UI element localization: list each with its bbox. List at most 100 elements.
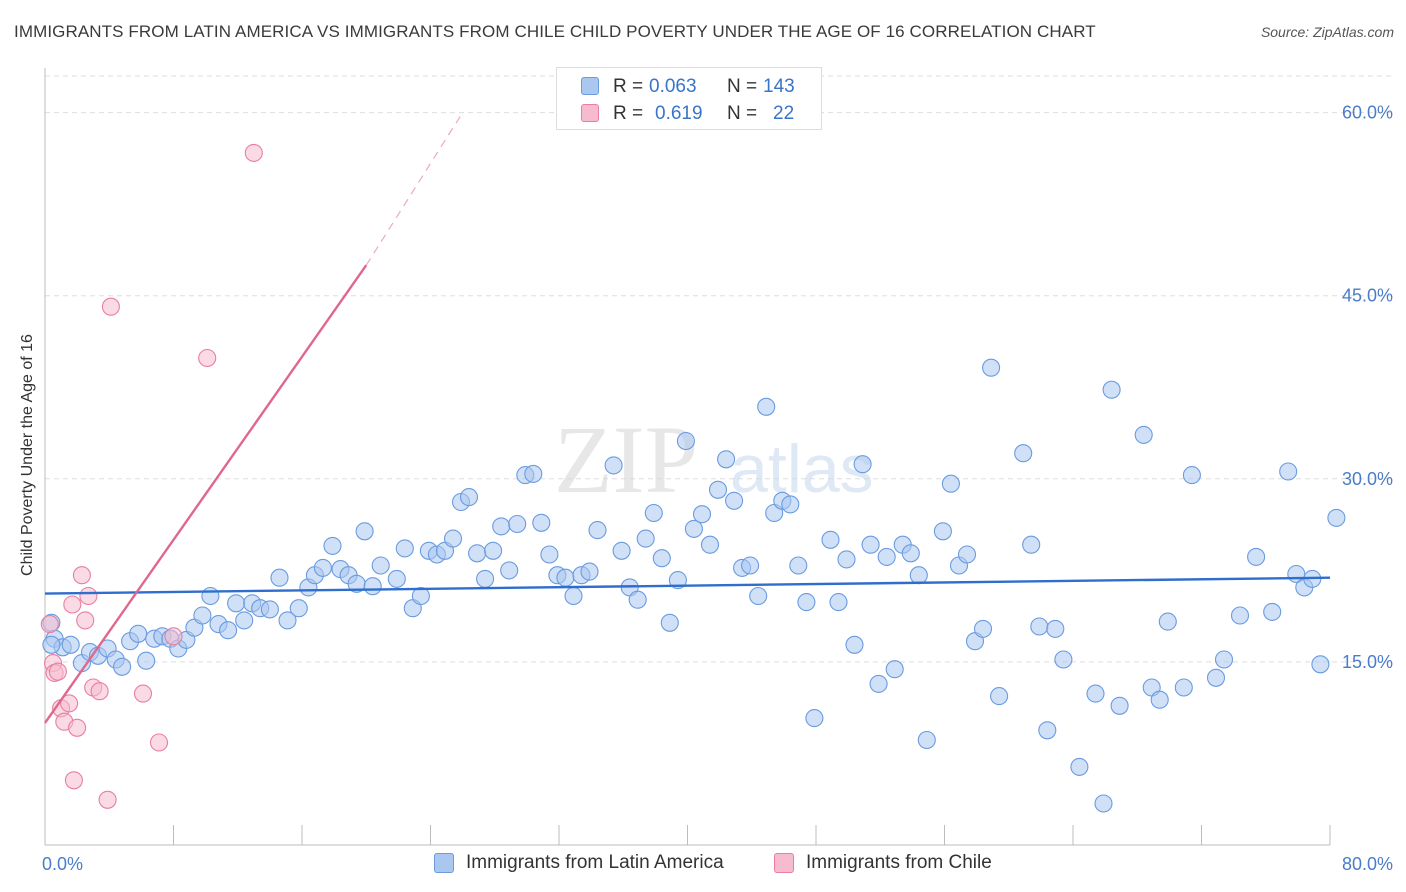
- point-latin-america: [532, 513, 551, 532]
- point-latin-america: [805, 709, 824, 728]
- point-latin-america: [1311, 655, 1330, 674]
- point-chile: [198, 348, 217, 368]
- point-chile: [48, 662, 67, 681]
- point-latin-america: [564, 586, 583, 606]
- point-latin-america: [821, 530, 840, 549]
- ticks: 15.0% 30.0% 45.0% 60.0% 0.0% 80.0%: [42, 103, 1393, 874]
- legend-swatch-latin-america: [434, 853, 454, 873]
- point-latin-america: [1158, 612, 1177, 631]
- trend-line-chile-extension: [365, 112, 464, 266]
- point-latin-america: [676, 431, 695, 451]
- point-latin-america: [708, 480, 728, 499]
- legend-swatch-chile: [581, 104, 599, 122]
- point-latin-america: [580, 562, 599, 581]
- point-latin-america: [845, 635, 864, 654]
- point-chile: [98, 790, 117, 809]
- point-latin-america: [313, 558, 332, 577]
- trend-lines: [44, 112, 1331, 724]
- point-latin-america: [869, 674, 888, 693]
- point-latin-america: [129, 624, 148, 643]
- watermark-atlas: atlas: [730, 431, 874, 507]
- point-latin-america: [278, 611, 297, 630]
- point-latin-america: [1247, 547, 1266, 566]
- point-latin-america: [363, 577, 382, 596]
- point-chile: [64, 771, 83, 790]
- point-latin-america: [1182, 466, 1201, 485]
- point-latin-america: [227, 594, 246, 613]
- legend-r-value: 0.063: [649, 76, 697, 97]
- point-latin-america: [1174, 678, 1193, 697]
- trend-line-chile: [44, 264, 368, 724]
- point-latin-america: [853, 455, 872, 474]
- point-chile: [68, 718, 87, 737]
- point-latin-america: [877, 547, 896, 566]
- point-latin-america: [604, 456, 623, 475]
- chart-title: IMMIGRANTS FROM LATIN AMERICA VS IMMIGRA…: [14, 22, 1096, 41]
- chart-source: Source: ZipAtlas.com: [1260, 24, 1394, 40]
- point-latin-america: [289, 599, 308, 618]
- point-latin-america: [524, 464, 543, 483]
- point-latin-america: [933, 522, 952, 541]
- point-latin-america: [1150, 690, 1169, 709]
- point-chile: [90, 682, 109, 701]
- point-latin-america: [260, 600, 279, 619]
- point-latin-america: [829, 593, 848, 612]
- y-tick-label: 15.0%: [1342, 652, 1393, 672]
- point-latin-america: [1054, 650, 1073, 669]
- point-latin-america: [781, 495, 800, 514]
- point-latin-america: [757, 397, 776, 416]
- point-latin-america: [588, 521, 607, 540]
- legend-label-latin-america: Immigrants from Latin America: [466, 852, 724, 873]
- point-latin-america: [1030, 617, 1049, 636]
- point-latin-america: [941, 474, 960, 493]
- legend-swatch-latin-america: [581, 77, 599, 95]
- point-latin-america: [957, 545, 977, 564]
- y-tick-label: 45.0%: [1342, 286, 1393, 306]
- legend-n-value: 143: [763, 76, 795, 97]
- point-latin-america: [628, 590, 647, 609]
- point-latin-america: [1327, 508, 1346, 527]
- legend-n-label: N =: [727, 76, 758, 97]
- point-latin-america: [982, 358, 1001, 377]
- point-latin-america: [1086, 684, 1105, 703]
- point-chile: [101, 297, 120, 316]
- point-latin-america: [1022, 535, 1041, 554]
- point-latin-america: [395, 539, 414, 558]
- legend-r-label: R =: [613, 76, 644, 97]
- point-latin-america: [990, 687, 1009, 706]
- legend-n-value: 22: [773, 103, 795, 124]
- point-latin-america: [61, 635, 80, 654]
- point-latin-america: [556, 568, 575, 587]
- point-chile: [133, 684, 153, 703]
- point-latin-america: [741, 556, 760, 575]
- point-latin-america: [492, 517, 511, 536]
- point-chile: [40, 615, 59, 634]
- point-latin-america: [484, 541, 503, 560]
- point-latin-america: [917, 730, 936, 750]
- point-latin-america: [861, 535, 880, 554]
- point-latin-america: [909, 566, 928, 585]
- point-latin-america: [1038, 721, 1057, 740]
- point-latin-america: [1214, 650, 1234, 669]
- point-latin-america: [684, 519, 703, 538]
- point-latin-america: [443, 529, 463, 548]
- point-latin-america: [219, 621, 238, 640]
- series-chile-points: [40, 143, 263, 809]
- point-latin-america: [652, 549, 671, 568]
- point-latin-america: [885, 660, 904, 679]
- point-chile: [76, 611, 95, 630]
- point-latin-america: [1014, 444, 1033, 463]
- point-chile: [72, 566, 91, 585]
- point-latin-america: [387, 569, 406, 588]
- point-latin-america: [508, 514, 527, 534]
- point-latin-america: [1263, 602, 1282, 621]
- point-latin-america: [476, 569, 495, 588]
- legend-label-chile: Immigrants from Chile: [806, 852, 992, 873]
- point-latin-america: [973, 619, 993, 638]
- point-latin-america: [692, 505, 712, 524]
- point-latin-america: [1102, 380, 1121, 399]
- point-latin-america: [1206, 668, 1226, 687]
- point-latin-america: [644, 503, 663, 523]
- watermark-zip: ZIP: [554, 406, 698, 513]
